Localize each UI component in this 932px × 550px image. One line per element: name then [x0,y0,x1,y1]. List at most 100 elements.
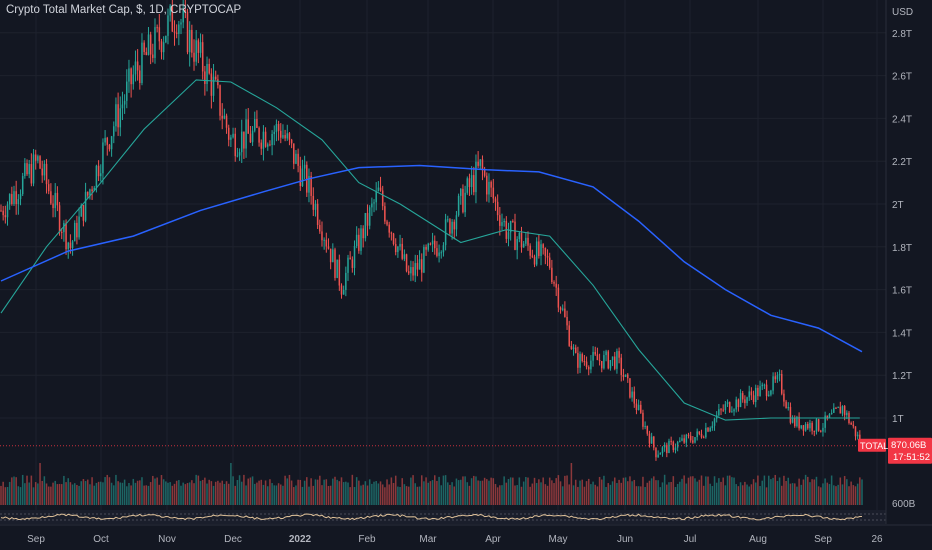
volume-bar [401,478,403,505]
volume-bar [256,482,258,505]
candle-body [776,375,779,380]
volume-bar [201,479,204,505]
symbol-tag-bg [858,438,886,452]
volume-bar [89,484,91,505]
volume-bar [659,487,662,505]
volume-bar [338,481,341,505]
candle-body [460,188,462,196]
volume-bar [444,475,447,505]
volume-bar [596,486,599,505]
volume-bar [71,484,74,505]
volume-bar [37,483,39,505]
volume-bar [655,480,657,505]
candle-body [520,232,523,248]
volume-bar [410,477,412,505]
volume-bar [644,486,646,505]
candle-body [247,119,249,134]
price-tag-countdown: 17:51:52 [893,452,930,463]
candle-body [34,154,37,161]
candle-body [548,257,551,268]
volume-bar [616,483,618,505]
volume-bar [214,481,217,505]
volume-bar [538,479,540,505]
volume-bar [100,481,102,505]
candle-body [303,164,306,169]
volume-bar [512,477,514,505]
volume-bar [76,484,78,505]
candle-body [11,194,13,205]
candle-body [447,219,449,221]
volume-bar [507,479,510,505]
candle-body [746,397,748,404]
volume-bar [17,486,20,505]
candle-body [637,404,640,411]
candle-body [824,415,826,428]
candle-body [442,245,445,253]
candle-body [611,356,614,361]
volume-bar [134,482,137,505]
candle-body [644,425,646,427]
candle-body [624,374,627,377]
candle-body [6,204,9,218]
candle-body [306,164,308,193]
volume-bar [607,483,610,505]
candle-body [616,351,618,369]
volume-bar [807,476,809,505]
volume-bar [702,485,705,505]
candle-body [629,378,631,398]
candle-body [208,63,210,74]
x-tick-label: Jul [684,534,697,545]
volume-bar [436,480,438,505]
volume-bar [837,484,839,505]
candle-body [802,425,805,431]
volume-bars [0,463,863,505]
candle-body [585,361,588,368]
candle-body [312,195,315,210]
volume-bar [683,475,685,505]
candle-body [663,444,666,448]
candle-body [364,212,367,239]
candle-body [761,384,763,387]
volume-bar [45,483,48,505]
candle-body [453,221,456,230]
candle-body [108,144,111,150]
volume-bar [327,486,330,505]
candle-body [2,210,4,216]
volume-bar [180,485,182,505]
candle-body [770,390,772,395]
candles [0,0,863,461]
candle-body [709,428,711,432]
volume-bar [32,487,35,505]
volume-bar [488,480,490,505]
candle-body [468,178,471,188]
volume-bar [791,483,794,505]
candle-body [102,142,104,174]
volume-bar [503,476,505,505]
candle-body [533,256,536,265]
volume-bar [227,483,230,505]
volume-bar [295,485,297,505]
volume-bar [451,482,453,505]
candle-body [627,374,629,379]
volume-bar [666,484,668,505]
candle-body [592,351,594,361]
candle-body [525,237,527,244]
candle-body [759,386,761,397]
candle-body [147,34,150,55]
candle-body [345,272,347,290]
candle-body [659,453,662,455]
volume-bar [2,481,4,505]
candle-body [310,176,312,196]
volume-bar [145,485,148,505]
volume-bar [78,485,80,505]
candle-body [577,353,579,368]
volume-bar [416,486,419,505]
candle-body [299,165,302,186]
volume-bar [614,477,616,505]
candle-body [733,409,735,412]
volume-bar [529,486,531,505]
volume-bar [373,481,375,505]
candle-body [32,154,35,184]
